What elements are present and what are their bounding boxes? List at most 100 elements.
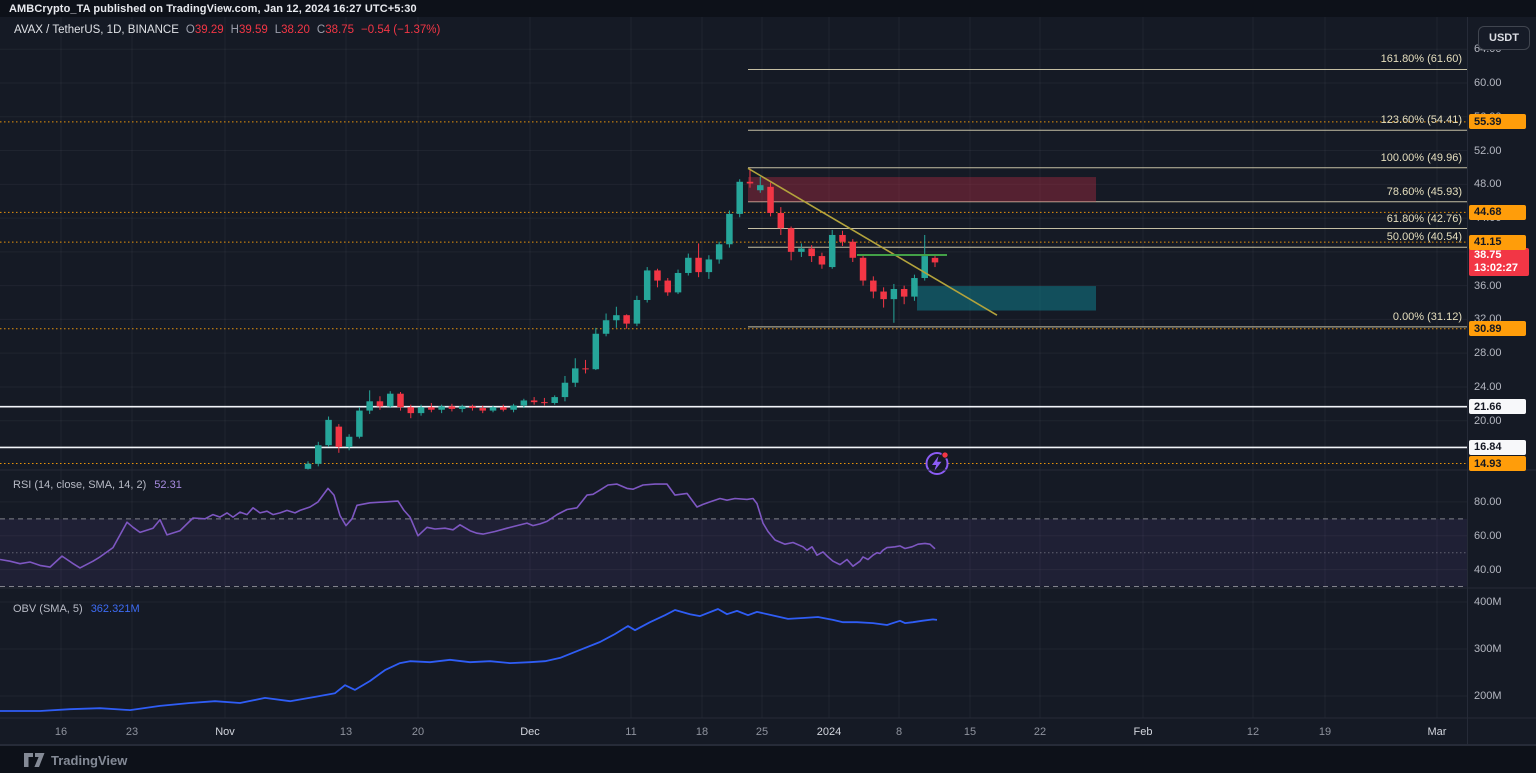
candle bbox=[839, 230, 846, 246]
time-axis-label[interactable]: 23 bbox=[125, 726, 139, 738]
obv-axis-tick: 300M bbox=[1474, 643, 1502, 655]
alert-price-axis-label: 41.15 bbox=[1469, 234, 1526, 250]
time-axis-label[interactable]: 20 bbox=[411, 726, 425, 738]
line-price-axis-label: 16.84 bbox=[1469, 439, 1526, 455]
price-axis-tick: 28.00 bbox=[1474, 347, 1502, 360]
fib-level-label: 123.60% (54.41) bbox=[1380, 114, 1462, 127]
candle bbox=[849, 239, 857, 262]
time-axis-label[interactable]: Dec bbox=[520, 726, 540, 738]
candle bbox=[325, 416, 332, 447]
candle bbox=[345, 434, 353, 451]
ohlc-low: L38.20 bbox=[274, 24, 310, 36]
obv-line bbox=[0, 608, 938, 712]
candle bbox=[417, 404, 425, 416]
fib-level-label: 161.80% (61.60) bbox=[1380, 53, 1462, 66]
tradingview-wordmark: TradingView bbox=[51, 752, 128, 768]
supply-zone-box[interactable] bbox=[748, 177, 1096, 202]
time-axis-label[interactable]: 25 bbox=[755, 726, 769, 738]
candle bbox=[890, 283, 898, 323]
candle bbox=[777, 207, 785, 235]
candle bbox=[654, 268, 661, 288]
candle bbox=[438, 404, 445, 414]
rsi-line bbox=[0, 483, 936, 569]
last-price-value: 38.75 bbox=[1474, 249, 1502, 262]
time-axis-label[interactable]: 11 bbox=[625, 726, 637, 738]
candle bbox=[469, 404, 476, 411]
candle bbox=[541, 397, 548, 406]
candle bbox=[582, 359, 589, 374]
candle bbox=[746, 168, 754, 188]
ohlc-open: O39.29 bbox=[185, 24, 224, 36]
candle bbox=[613, 306, 620, 328]
rsi-axis-tick: 40.00 bbox=[1474, 563, 1502, 576]
candle bbox=[592, 327, 600, 371]
candle bbox=[870, 276, 877, 299]
price-axis-tick: 24.00 bbox=[1474, 380, 1502, 393]
fib-level-label: 100.00% (49.96) bbox=[1380, 151, 1462, 164]
candle bbox=[859, 255, 867, 286]
candle bbox=[335, 424, 343, 453]
time-axis-label[interactable]: 13 bbox=[339, 726, 353, 738]
obv-axis-tick: 400M bbox=[1474, 596, 1502, 608]
candle bbox=[510, 403, 517, 413]
rsi-indicator-value: 52.31 bbox=[154, 479, 182, 491]
candle bbox=[602, 313, 610, 337]
obv-indicator-legend[interactable]: OBV (SMA, 5) 362.321M bbox=[13, 603, 140, 615]
fib-level-label: 61.80% (42.76) bbox=[1386, 212, 1462, 225]
time-axis-label[interactable]: 12 bbox=[1246, 726, 1260, 738]
candle bbox=[757, 176, 764, 193]
candle bbox=[767, 182, 774, 217]
time-axis-label[interactable]: 8 bbox=[895, 726, 903, 738]
fib-level-label: 50.00% (40.54) bbox=[1386, 231, 1462, 244]
candle bbox=[479, 405, 486, 414]
candle bbox=[376, 396, 384, 410]
ohlc-close: C38.75 bbox=[316, 24, 355, 36]
time-axis-label[interactable]: 15 bbox=[963, 726, 977, 738]
candle bbox=[500, 404, 507, 412]
publish-text: AMBCrypto_TA published on TradingView.co… bbox=[9, 2, 417, 15]
candle bbox=[366, 390, 373, 414]
symbol-title[interactable]: AVAX / TetherUS, 1D, BINANCE bbox=[14, 24, 179, 36]
price-axis-tick: 20.00 bbox=[1474, 414, 1502, 427]
rsi-axis-tick: 60.00 bbox=[1474, 529, 1502, 542]
price-axis-tick: 48.00 bbox=[1474, 178, 1502, 191]
candle bbox=[818, 252, 826, 269]
alert-price-axis-label: 44.68 bbox=[1469, 204, 1526, 220]
time-axis-label[interactable]: Mar bbox=[1427, 726, 1447, 738]
price-axis-tick: 36.00 bbox=[1474, 279, 1502, 292]
candle bbox=[931, 255, 939, 268]
time-axis-label[interactable]: 19 bbox=[1318, 726, 1332, 738]
candle bbox=[900, 285, 908, 305]
candle bbox=[428, 402, 435, 413]
tradingview-logo-icon bbox=[24, 753, 45, 767]
time-axis-label[interactable]: Nov bbox=[215, 726, 235, 738]
tradingview-logo[interactable]: TradingView bbox=[24, 753, 127, 768]
alert-icon[interactable] bbox=[925, 451, 949, 476]
candle bbox=[633, 295, 641, 327]
last-price-label: 38.75 13:02:27 bbox=[1469, 248, 1529, 277]
bar-countdown: 13:02:27 bbox=[1474, 262, 1519, 275]
candle bbox=[571, 358, 579, 387]
obv-indicator-title: OBV (SMA, 5) bbox=[13, 603, 83, 615]
candle bbox=[356, 407, 363, 439]
rsi-indicator-legend[interactable]: RSI (14, close, SMA, 14, 2) 52.31 bbox=[13, 479, 182, 491]
alert-price-axis-label: 14.93 bbox=[1469, 456, 1526, 472]
time-axis-label[interactable]: 22 bbox=[1033, 726, 1047, 738]
publish-header: AMBCrypto_TA published on TradingView.co… bbox=[0, 0, 1536, 17]
time-axis-label[interactable]: 16 bbox=[54, 726, 68, 738]
rsi-band bbox=[0, 518, 1467, 587]
rsi-indicator-title: RSI (14, close, SMA, 14, 2) bbox=[13, 479, 147, 491]
candle bbox=[787, 226, 795, 261]
candle bbox=[551, 395, 558, 405]
time-axis-label[interactable]: 2024 bbox=[816, 726, 842, 738]
symbol-legend[interactable]: AVAX / TetherUS, 1D, BINANCE O39.29 H39.… bbox=[14, 24, 440, 36]
time-axis-label[interactable]: Feb bbox=[1133, 726, 1153, 738]
time-axis-label[interactable]: 18 bbox=[695, 726, 709, 738]
obv-axis-tick: 200M bbox=[1474, 690, 1502, 702]
demand-zone-box[interactable] bbox=[917, 286, 1096, 311]
currency-toggle-button[interactable]: USDT bbox=[1478, 26, 1530, 50]
candle bbox=[695, 243, 702, 278]
alert-price-axis-label: 30.89 bbox=[1469, 321, 1526, 337]
